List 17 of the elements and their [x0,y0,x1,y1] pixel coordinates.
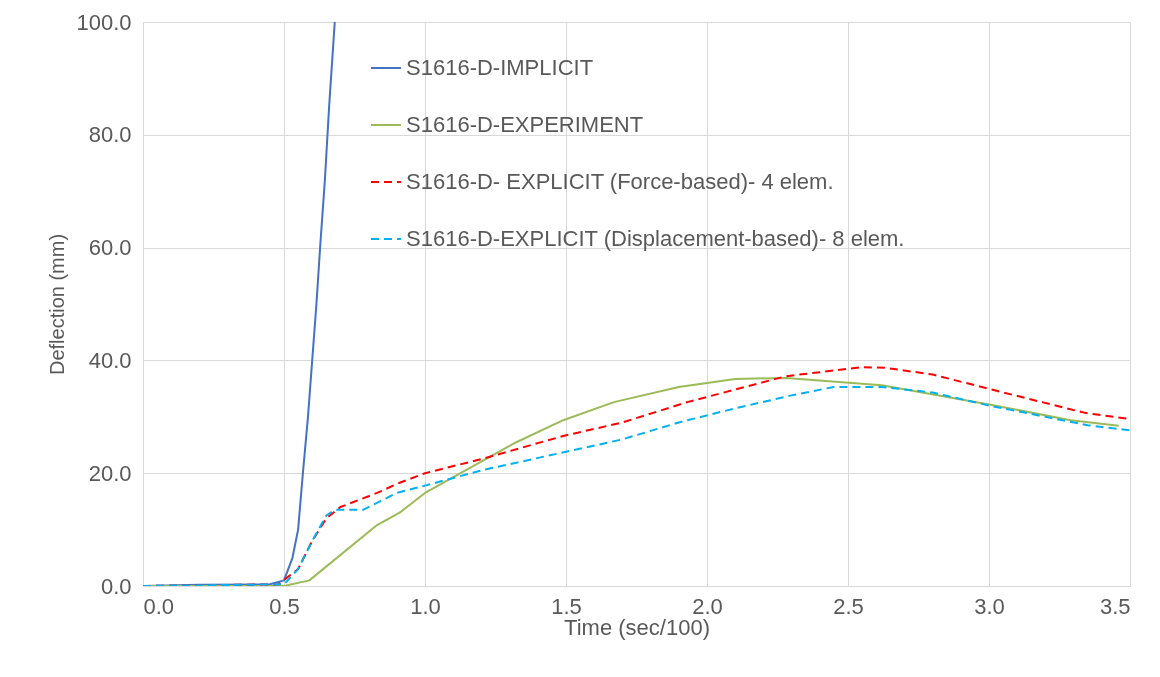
x-tick-label: 3.5 [1099,593,1131,619]
y-tick-label: 40.0 [88,347,132,373]
legend-label: S1616-D-EXPERIMENT [406,112,644,137]
x-tick-label: 3.0 [974,593,1005,619]
legend-label: S1616-D-EXPLICIT (Displacement-based)- 8 elem. [406,226,905,251]
y-tick-label: 20.0 [88,460,132,486]
y-tick-label: 80.0 [88,122,132,148]
y-tick-label: 0.0 [100,573,132,599]
y-tick-label: 100.0 [76,9,132,35]
x-tick-label: 0.5 [269,593,300,619]
x-tick-label: 0.0 [143,593,175,619]
legend-label: S1616-D- EXPLICIT (Force-based)- 4 elem. [406,169,834,194]
y-axis-title: Deflection (mm) [46,233,69,376]
legend-label: S1616-D-IMPLICIT [406,55,594,80]
x-tick-label: 2.5 [833,593,864,619]
y-tick-label: 60.0 [88,235,132,261]
x-tick-label: 1.0 [410,593,441,619]
